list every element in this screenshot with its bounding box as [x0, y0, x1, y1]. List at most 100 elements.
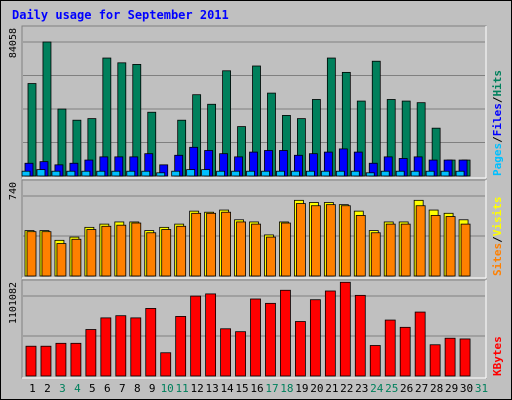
x-tick-label-day-13: 13	[205, 382, 218, 395]
bar-pages-day-12	[186, 169, 196, 177]
bar-sites-day-13	[206, 212, 217, 277]
x-tick-label-day-9: 9	[149, 382, 156, 395]
bar-kbytes-day-12	[190, 295, 202, 377]
bar-pages-day-22	[335, 170, 345, 177]
bar-sites-day-9	[146, 232, 157, 277]
bar-pages-day-2	[36, 169, 46, 177]
bar-pages-day-6	[96, 170, 106, 177]
bar-sites-day-6	[101, 225, 112, 277]
bar-pages-day-8	[126, 170, 136, 177]
bar-sites-day-10	[161, 229, 172, 277]
x-tick-label-day-6: 6	[104, 382, 111, 395]
x-tick-label-day-25: 25	[385, 382, 398, 395]
x-tick-label-day-15: 15	[235, 382, 248, 395]
bar-pages-day-25	[380, 170, 390, 177]
bar-kbytes-day-1	[25, 345, 37, 377]
x-tick-label-day-20: 20	[310, 382, 323, 395]
bar-kbytes-day-4	[70, 342, 82, 377]
bar-kbytes-day-10	[160, 352, 172, 377]
bar-kbytes-day-15	[235, 331, 246, 377]
bar-sites-day-30	[460, 223, 471, 277]
panel-max-label: 1101082	[8, 282, 19, 324]
bar-pages-day-10	[156, 172, 166, 177]
bar-sites-day-4	[71, 238, 82, 277]
bar-sites-day-18	[281, 222, 291, 277]
bar-pages-day-14	[216, 170, 225, 177]
bar-pages-day-7	[111, 170, 121, 177]
x-tick-label-day-8: 8	[134, 382, 141, 395]
bar-sites-day-16	[251, 223, 261, 277]
bar-kbytes-day-27	[414, 311, 426, 377]
x-tick-label-day-2: 2	[44, 382, 51, 395]
bar-pages-day-20	[305, 170, 315, 177]
bar-sites-day-12	[191, 212, 202, 277]
bar-pages-day-28	[425, 170, 435, 177]
bar-kbytes-day-23	[354, 294, 366, 377]
bar-pages-day-24	[365, 172, 375, 177]
bar-sites-day-17	[266, 236, 276, 277]
bar-pages-day-13	[201, 169, 211, 177]
x-tick-label-day-10: 10	[161, 382, 174, 395]
bar-pages-day-29	[440, 170, 450, 177]
bar-pages-day-4	[66, 170, 76, 177]
bar-pages-day-26	[395, 170, 405, 177]
bar-sites-day-29	[445, 216, 456, 277]
bar-kbytes-day-30	[459, 338, 471, 377]
bar-pages-day-1	[21, 170, 31, 177]
bar-kbytes-day-9	[145, 308, 157, 377]
bar-sites-day-3	[56, 243, 67, 277]
bar-kbytes-day-2	[40, 345, 52, 377]
bar-sites-day-25	[385, 223, 396, 277]
bar-pages-day-30	[455, 170, 465, 177]
bar-pages-day-23	[350, 170, 360, 177]
bar-sites-day-19	[296, 203, 306, 277]
bar-kbytes-day-11	[175, 316, 187, 377]
bar-kbytes-day-21	[324, 290, 336, 377]
bar-sites-day-8	[131, 222, 142, 277]
panel-visits_sites: 740 Sites/Visits	[8, 179, 504, 279]
x-tick-label-day-16: 16	[250, 382, 263, 395]
bar-sites-day-14	[221, 211, 231, 277]
bar-kbytes-day-25	[384, 319, 396, 377]
bar-pages-day-5	[81, 170, 91, 177]
bar-pages-day-18	[276, 170, 285, 177]
bar-kbytes-day-13	[205, 293, 217, 377]
x-tick-label-day-22: 22	[340, 382, 353, 395]
bar-kbytes-day-14	[220, 328, 231, 377]
bar-sites-day-22	[340, 205, 351, 277]
bar-sites-day-5	[86, 229, 97, 277]
x-tick-label-day-7: 7	[119, 382, 126, 395]
bar-pages-day-17	[261, 170, 270, 177]
x-tick-label-day-26: 26	[400, 382, 413, 395]
legend-entry-separator: /	[491, 136, 504, 143]
bar-kbytes-day-26	[399, 326, 411, 377]
x-tick-label-day-24: 24	[370, 382, 384, 395]
bar-sites-day-20	[310, 205, 321, 277]
bar-pages-day-19	[291, 170, 300, 177]
bar-sites-day-28	[430, 215, 441, 277]
x-tick-label-day-29: 29	[445, 382, 458, 395]
bar-hits-day-24	[371, 60, 381, 177]
x-tick-label-day-28: 28	[430, 382, 443, 395]
legend-entry-separator: /	[491, 236, 504, 243]
bar-pages-day-16	[246, 170, 255, 177]
panel-max-label: 740	[8, 182, 19, 200]
legend-entry-kbytes: KBytes	[491, 336, 504, 376]
bar-pages-day-21	[320, 170, 330, 177]
bar-pages-day-11	[171, 170, 181, 177]
bar-kbytes-day-8	[130, 317, 142, 377]
x-tick-label-day-14: 14	[220, 382, 234, 395]
x-tick-label-day-1: 1	[29, 382, 36, 395]
chart-title: Daily usage for September 2011	[12, 8, 229, 22]
x-tick-label-day-30: 30	[460, 382, 473, 395]
x-tick-label-day-21: 21	[325, 382, 338, 395]
legend-entry-separator: /	[491, 96, 504, 103]
legend-entry-sites: Sites	[491, 243, 504, 276]
bar-kbytes-day-28	[429, 344, 441, 377]
bar-hits-day-2	[42, 41, 52, 177]
bar-hits-day-1	[27, 83, 37, 177]
x-tick-label-day-3: 3	[59, 382, 66, 395]
x-tick-label-day-4: 4	[74, 382, 81, 395]
bar-kbytes-day-24	[369, 345, 381, 377]
